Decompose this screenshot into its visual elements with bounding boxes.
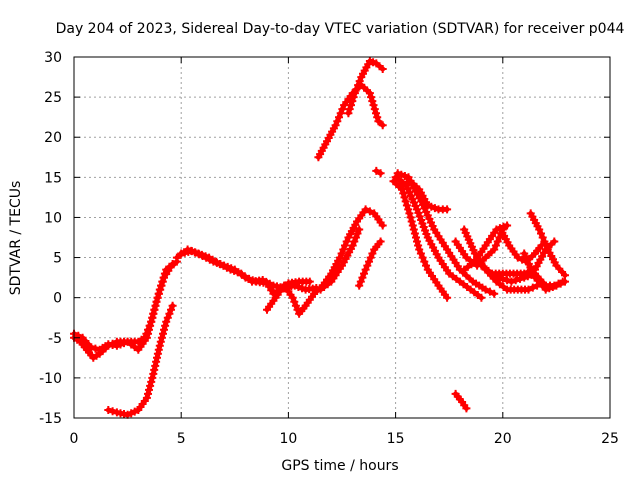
y-tick-label: 0 [53, 291, 62, 307]
y-tick-label: 5 [53, 251, 62, 267]
series-arc-12 [391, 173, 486, 302]
plus-markers [372, 166, 385, 178]
series-arc-14 [395, 177, 452, 214]
series-arc-3 [104, 301, 177, 419]
series-arc-10 [344, 57, 387, 118]
y-tick-label: -10 [39, 371, 62, 387]
x-tick-label: 20 [494, 431, 512, 447]
x-tick-label: 10 [279, 431, 297, 447]
x-tick-label: 25 [601, 431, 619, 447]
axis-ticks [73, 56, 611, 419]
y-tick-label: 10 [44, 210, 62, 226]
plus-markers [526, 209, 569, 280]
plus-markers [520, 249, 569, 294]
series-arc-11 [389, 177, 452, 302]
plus-markers [389, 177, 452, 302]
y-tick-label: -5 [48, 331, 62, 347]
plus-markers [344, 57, 387, 118]
y-tick-labels: -15 -10 -5 0 5 10 15 20 25 30 [39, 50, 62, 427]
plus-markers [395, 177, 452, 214]
plus-markers [460, 221, 512, 274]
x-axis-label: GPS time / hours [281, 458, 398, 474]
x-tick-labels: 0 5 10 15 20 25 [70, 431, 619, 447]
plot-frame [73, 56, 611, 419]
series-arc-7 [316, 225, 364, 294]
x-tick-label: 5 [177, 431, 186, 447]
grid [74, 57, 610, 418]
plus-markers [104, 301, 177, 419]
y-tick-label: 25 [44, 90, 62, 106]
plus-markers [263, 205, 387, 318]
plus-markers [316, 225, 364, 294]
y-axis-label: SDTVAR / TECUs [8, 181, 24, 296]
series-arc-22 [526, 209, 569, 280]
y-tick-label: 30 [44, 50, 62, 66]
series-arc-8 [355, 237, 385, 290]
y-tick-label: 15 [44, 170, 62, 186]
plus-markers [451, 389, 471, 413]
plus-markers [391, 173, 486, 302]
x-tick-label: 0 [70, 431, 79, 447]
plot-series [70, 57, 569, 419]
series-arc-23 [451, 389, 471, 413]
series-arc-24 [372, 166, 385, 178]
series-arc-5 [177, 247, 314, 298]
series-arc-21 [520, 249, 569, 294]
y-tick-label: 20 [44, 130, 62, 146]
plus-markers [451, 225, 507, 270]
y-tick-label: -15 [39, 411, 62, 427]
chart-title: Day 204 of 2023, Sidereal Day-to-day VTE… [56, 21, 625, 37]
plus-markers [355, 237, 385, 290]
x-tick-label: 15 [387, 431, 405, 447]
